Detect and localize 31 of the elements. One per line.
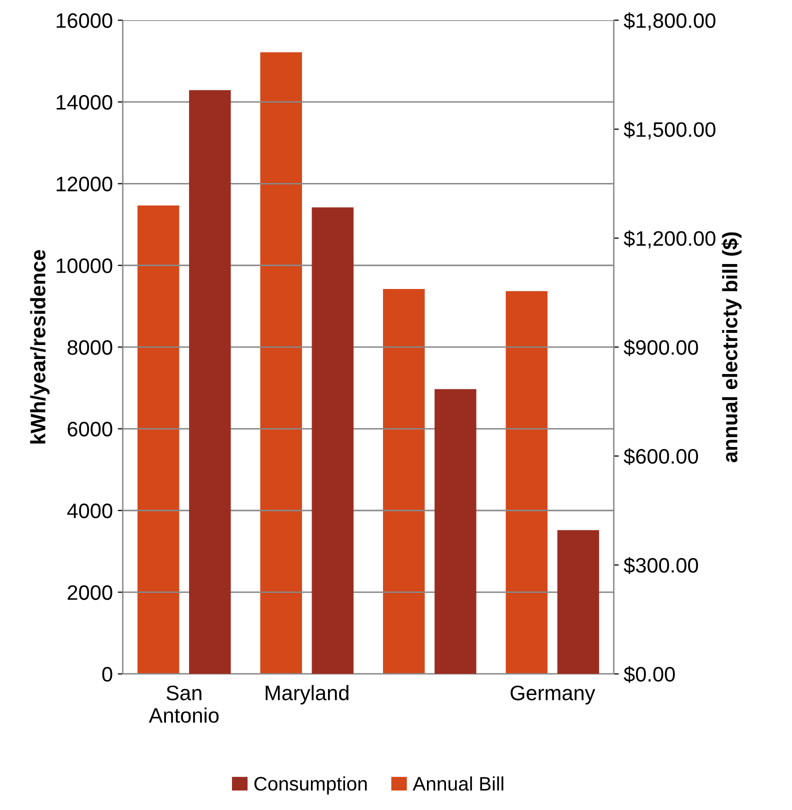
- bar: [434, 389, 476, 674]
- y2-tick-label: $1,500.00: [624, 121, 716, 140]
- y-axis-title: kWh/year/residence: [30, 250, 50, 444]
- bar: [189, 90, 231, 674]
- y2-tick-label: $1,200.00: [624, 230, 716, 248]
- y-tick-label: 4000: [67, 504, 112, 518]
- y-tick-label: 2000: [68, 585, 112, 600]
- y2-tick-label: $300.00: [624, 557, 698, 574]
- y2-tick-label: $1,800.00: [624, 12, 716, 30]
- y-tick-label: 8000: [68, 340, 112, 355]
- bar: [312, 207, 354, 674]
- legend-label: Annual Bill: [412, 776, 504, 791]
- y-tick-label: 16000: [56, 13, 112, 28]
- y-tick-label: 10000: [56, 258, 112, 274]
- y2-tick-label: $600.00: [624, 448, 698, 466]
- y2-axis-title: annual electricty bill ($): [722, 232, 742, 462]
- bar: [557, 530, 600, 674]
- y-tick-label: 12000: [56, 176, 112, 192]
- x-tick-label: Germany: [510, 686, 596, 704]
- bar: [260, 52, 302, 674]
- y-tick-label: 14000: [56, 94, 112, 110]
- bar: [506, 291, 548, 674]
- y2-tick-label: $900.00: [624, 339, 698, 356]
- x-tick-label: San Antonio: [148, 686, 219, 723]
- bar: [137, 205, 180, 674]
- legend-label: Consumption: [254, 776, 367, 795]
- bar: [383, 288, 425, 674]
- y2-tick-label: $0.00: [624, 666, 675, 683]
- x-tick-label: Maryland: [266, 685, 348, 704]
- y-tick-label: 0: [102, 666, 112, 682]
- y-tick-label: 6000: [68, 422, 112, 437]
